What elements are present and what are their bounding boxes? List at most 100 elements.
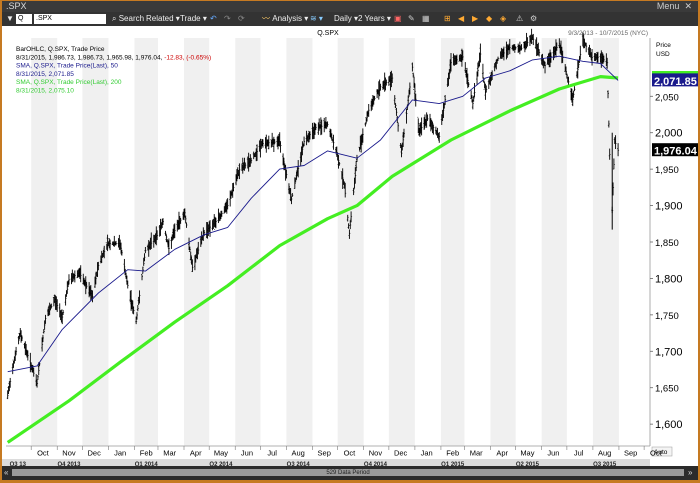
month-tick-label: Nov	[62, 449, 76, 458]
last-value-tag	[652, 73, 698, 87]
month-shade	[134, 38, 158, 446]
chart-title: Q.SPX	[317, 30, 339, 37]
month-shade	[440, 38, 465, 446]
chart-type-icon[interactable]: ▣	[394, 14, 402, 23]
month-shade	[541, 38, 567, 446]
data-period-label: 529 Data Period	[326, 470, 370, 476]
price-axis-bg	[650, 26, 698, 466]
month-shade	[490, 38, 516, 446]
window-title: .SPX	[6, 1, 27, 11]
close-icon[interactable]: ✕	[681, 1, 692, 11]
range-select[interactable]: 2 Years ▾	[358, 14, 391, 23]
price-chart[interactable]: Q.SPX 9/3/2013 - 10/7/2015 (NYC) BarOHLC, …	[2, 26, 698, 468]
price-tick-label: 1,600	[655, 419, 683, 431]
price-tick-label: 1,950	[655, 165, 679, 176]
undo-icon[interactable]: ↶	[210, 14, 217, 23]
menu-label: Menu	[656, 1, 680, 11]
time-scrollbar[interactable]: 529 Data Period	[12, 469, 684, 476]
quarter-label: Q3 2014	[287, 462, 311, 466]
related-label: Related	[146, 14, 174, 23]
related-button[interactable]: Related ▾	[146, 14, 180, 23]
quarter-label: Q2 2015	[516, 462, 540, 466]
sma-50-line	[7, 55, 619, 373]
month-tick-label: Mar	[163, 449, 176, 458]
chart-area: Q.SPX 9/3/2013 - 10/7/2015 (NYC) BarOHLC, …	[2, 26, 698, 468]
search-button[interactable]: ⌕ Search	[112, 12, 144, 26]
month-tick-label: Dec	[394, 449, 408, 458]
last-value-tag	[652, 143, 698, 157]
analysis-icon: 〰	[262, 14, 270, 23]
info-line: SMA, Q.SPX, Trade Price(Last), 50	[16, 63, 118, 70]
settings-icon[interactable]: ⚙	[530, 14, 538, 23]
analysis-label: Analysis	[272, 14, 303, 23]
price-tick-label: 1,700	[655, 346, 683, 358]
month-tick-label: Feb	[446, 449, 459, 458]
trade-button[interactable]: Trade ▾	[180, 14, 207, 23]
price-axis-title: Price	[656, 42, 671, 49]
sma-200-line	[6, 75, 619, 444]
quarter-label: Q3 2015	[593, 462, 617, 466]
quarter-label: Q4 2014	[364, 462, 388, 466]
month-tick-label: Mar	[470, 449, 483, 458]
price-tick-label: 2,000	[655, 128, 683, 140]
alert-icon[interactable]: ⚠	[516, 14, 524, 23]
period-select[interactable]: Daily ▾	[334, 14, 359, 23]
symbol-input[interactable]: .SPX	[34, 14, 106, 24]
price-tick-label: 1,850	[655, 238, 679, 249]
price-tick-label: 2,050	[655, 92, 679, 103]
month-shade	[31, 38, 58, 446]
info-line: BarOHLC, Q.SPX, Trade Price	[16, 46, 105, 53]
month-shade	[82, 38, 109, 446]
month-tick-label: Nov	[369, 449, 383, 458]
zoom-out-icon[interactable]: ◈	[500, 14, 507, 23]
month-shade	[184, 38, 210, 446]
analysis-button[interactable]: 〰 Analysis ▾	[262, 14, 309, 23]
month-tick-label: Aug	[598, 449, 611, 458]
symbol-type-icon[interactable]: ▼	[6, 14, 14, 23]
info-line: 8/31/2015, 2,071.85	[16, 71, 74, 78]
search-icon: ⌕	[112, 14, 117, 23]
quarter-label: Q2 2014	[209, 462, 233, 466]
draw-icon[interactable]: ✎	[408, 14, 415, 23]
search-label: Search	[118, 14, 145, 23]
zoom-in-icon[interactable]: ◆	[486, 14, 493, 23]
studies-icon[interactable]: ≋ ▾	[310, 14, 323, 23]
grid-icon[interactable]: ▦	[422, 14, 430, 23]
month-tick-label: Sep	[624, 449, 637, 458]
price-axis-unit: USD	[656, 51, 670, 58]
month-tick-label: Oct	[650, 449, 663, 458]
status-bar: « 529 Data Period »	[2, 466, 698, 480]
last-value-label: 1,976.04	[654, 146, 698, 158]
month-tick-label: Oct	[344, 449, 357, 458]
symbol-type-select[interactable]: Q	[16, 14, 32, 24]
month-tick-label: Feb	[140, 449, 153, 458]
scroll-start-icon[interactable]: «	[4, 468, 9, 477]
auto-scale-button	[651, 446, 673, 457]
price-tick-label: 1,650	[655, 384, 679, 395]
zoom-icon[interactable]: ⊞	[444, 14, 451, 23]
price-tick-label: 1,750	[655, 311, 679, 322]
menu-button[interactable]: Menu ✕	[657, 1, 692, 12]
redo-icon[interactable]: ↷	[224, 14, 231, 23]
quarter-label: Q1 2014	[135, 462, 159, 466]
month-tick-label: Oct	[37, 449, 50, 458]
info-line: 8/31/2015, 1,986.73, 1,986.73, 1,965.98,…	[16, 54, 211, 61]
quarter-label: Q1 2015	[441, 462, 465, 466]
month-tick-label: Jan	[114, 449, 126, 458]
scroll-left-icon[interactable]: ◀	[458, 14, 465, 23]
scroll-right-icon[interactable]: ▶	[472, 14, 479, 23]
month-tick-label: Jun	[241, 449, 253, 458]
refresh-icon[interactable]: ⟳	[238, 14, 245, 23]
info-line: SMA, Q.SPX, Trade Price(Last), 200	[16, 79, 122, 86]
month-tick-label: Dec	[87, 449, 101, 458]
info-line: 8/31/2015, 2,075.10	[16, 88, 74, 95]
month-shade	[592, 38, 619, 446]
quarter-label: Q4 2013	[57, 462, 81, 466]
scroll-end-icon[interactable]: »	[688, 468, 693, 477]
date-range-label: 9/3/2013 - 10/7/2015 (NYC)	[568, 30, 648, 37]
month-shade	[388, 38, 415, 446]
month-tick-label: Sep	[318, 449, 331, 458]
price-tick-label: 1,900	[655, 201, 683, 213]
period-label: Daily	[334, 14, 352, 23]
month-tick-label: Jun	[547, 449, 559, 458]
